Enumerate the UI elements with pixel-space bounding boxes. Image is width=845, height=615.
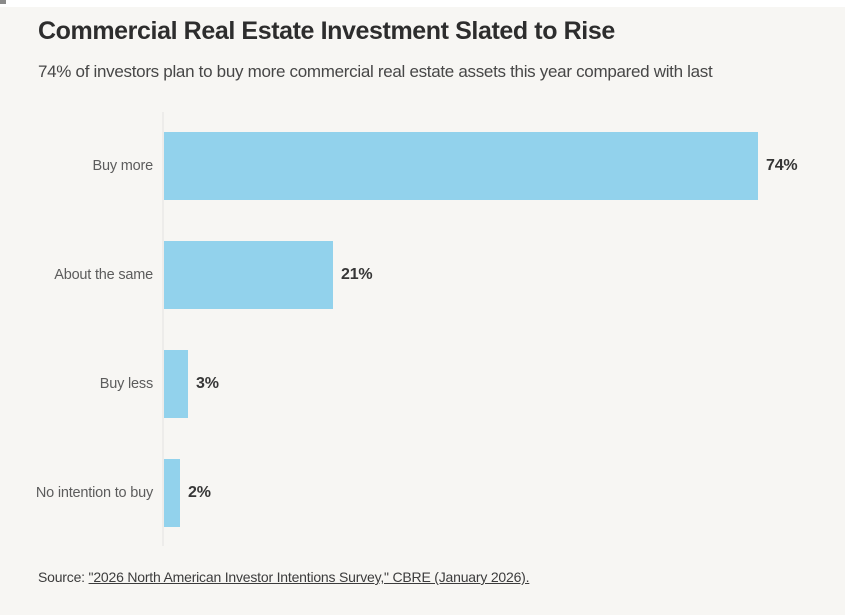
bar-track: 21% bbox=[164, 241, 845, 309]
bar-row-no-intention: No intention to buy 2% bbox=[0, 459, 845, 527]
bar-buy-more bbox=[164, 132, 758, 200]
bar-track: 74% bbox=[164, 132, 845, 200]
bar-track: 2% bbox=[164, 459, 845, 527]
bar-no-intention bbox=[164, 459, 180, 527]
value-label: 2% bbox=[188, 484, 211, 501]
bar-about-the-same bbox=[164, 241, 333, 309]
source-prefix: Source: bbox=[38, 569, 89, 585]
chart-subtitle: 74% of investors plan to buy more commer… bbox=[38, 62, 713, 81]
chart-title: Commercial Real Estate Investment Slated… bbox=[38, 17, 615, 45]
category-label: About the same bbox=[54, 267, 153, 283]
value-label: 74% bbox=[766, 157, 798, 174]
bar-track: 3% bbox=[164, 350, 845, 418]
bar-row-buy-more: Buy more 74% bbox=[0, 132, 845, 200]
value-label: 3% bbox=[196, 375, 219, 392]
source-link[interactable]: "2026 North American Investor Intentions… bbox=[88, 569, 530, 585]
value-label: 21% bbox=[341, 266, 373, 283]
source-line: Source: "2026 North American Investor In… bbox=[38, 569, 530, 585]
y-axis-line bbox=[162, 112, 164, 546]
category-label: Buy less bbox=[99, 376, 153, 392]
screen-corner-artifact bbox=[0, 0, 6, 4]
bar-chart: Buy more 74% About the same 21% Buy less… bbox=[0, 132, 845, 527]
bar-row-about-the-same: About the same 21% bbox=[0, 241, 845, 309]
category-label: Buy more bbox=[92, 158, 154, 174]
top-white-strip bbox=[0, 0, 845, 7]
category-label: No intention to buy bbox=[35, 485, 153, 501]
bar-buy-less bbox=[164, 350, 188, 418]
bar-row-buy-less: Buy less 3% bbox=[0, 350, 845, 418]
